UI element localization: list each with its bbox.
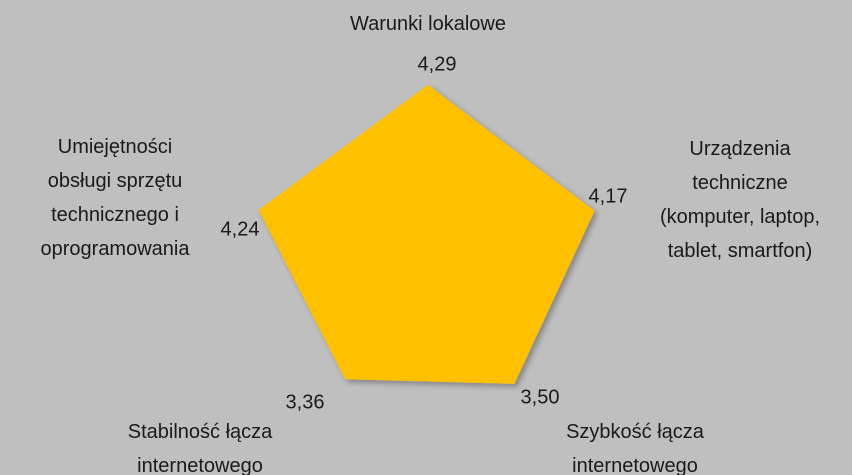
- radar-area: [258, 84, 595, 384]
- value-label: 4,17: [589, 185, 628, 207]
- category-label: Urządzenia techniczne (komputer, laptop, ta…: [660, 138, 820, 262]
- category-label-line: internetowego: [572, 455, 698, 475]
- category-label: Umiejętności obsługi sprzętu technicznego …: [41, 136, 191, 260]
- category-label-line: Warunki lokalowe: [350, 13, 506, 35]
- category-label-line: Stabilność łącza: [128, 421, 273, 443]
- category-label-line: Urządzenia: [689, 138, 791, 160]
- category-label-line: oprogramowania: [41, 238, 191, 260]
- category-label-line: Umiejętności: [58, 136, 172, 158]
- category-label-line: obsługi sprzętu: [48, 170, 183, 192]
- category-label-line: technicznego i: [51, 204, 179, 226]
- category-label: Stabilność łącza internetowego: [128, 421, 273, 475]
- category-label-line: tablet, smartfon): [668, 240, 813, 262]
- category-label-line: (komputer, laptop,: [660, 206, 820, 228]
- value-label: 4,24: [221, 218, 260, 240]
- category-label-line: internetowego: [137, 455, 263, 475]
- value-label: 3,50: [521, 386, 560, 408]
- category-label-line: Szybkość łącza: [566, 421, 705, 443]
- category-label: Szybkość łącza internetowego: [566, 421, 705, 475]
- category-label-line: techniczne: [692, 172, 788, 194]
- category-label: Warunki lokalowe: [350, 13, 506, 35]
- value-label: 4,29: [418, 53, 457, 75]
- value-label: 3,36: [286, 391, 325, 413]
